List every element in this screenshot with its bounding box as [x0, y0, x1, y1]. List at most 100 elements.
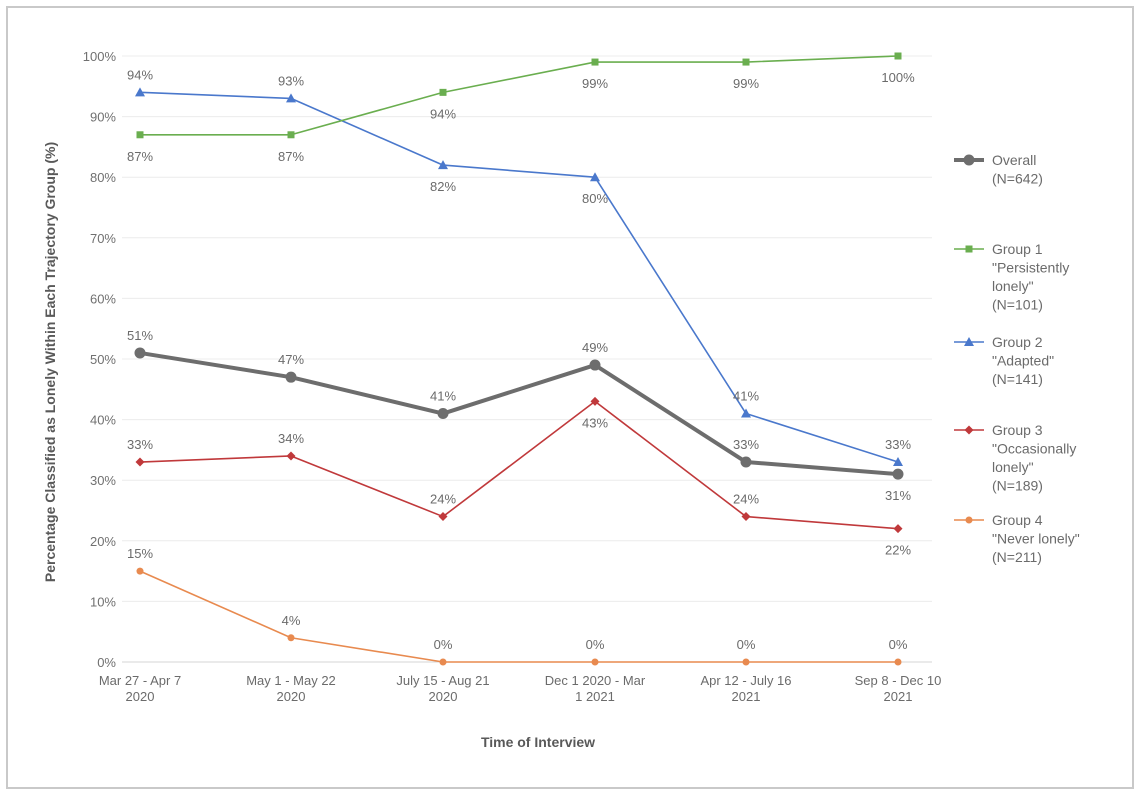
- legend-swatch-marker: [965, 516, 973, 524]
- data-label: 0%: [737, 637, 756, 652]
- data-label: 49%: [582, 340, 608, 355]
- data-label: 47%: [278, 352, 304, 367]
- data-point: [437, 408, 449, 420]
- data-point: [438, 160, 448, 170]
- legend-label: Group 4 "Never lonely" (N=211): [992, 512, 1080, 565]
- data-point: [286, 93, 296, 103]
- data-label: 51%: [127, 328, 153, 343]
- y-tick-label: 70%: [90, 231, 116, 246]
- data-label: 0%: [434, 637, 453, 652]
- data-point: [894, 52, 902, 60]
- legend-item: Group 2 "Adapted" (N=141): [954, 334, 1054, 387]
- x-tick-label: May 1 - May 22 2020: [246, 673, 336, 704]
- data-point: [286, 451, 296, 461]
- y-axis-ticks: 0% 10% 20% 30% 40% 50% 60% 70% 80% 90% 100%: [83, 49, 117, 670]
- series-line: [139, 570, 898, 663]
- legend-swatch-marker: [964, 337, 974, 346]
- x-tick-label: July 15 - Aug 21 2020: [396, 673, 489, 704]
- y-tick-label: 90%: [90, 110, 116, 125]
- data-point: [894, 658, 902, 666]
- data-label: 80%: [582, 191, 608, 206]
- data-point: [741, 408, 751, 418]
- data-point: [742, 58, 750, 66]
- data-point: [590, 172, 600, 182]
- data-point: [136, 131, 144, 139]
- data-point: [438, 512, 448, 522]
- y-tick-label: 60%: [90, 291, 116, 306]
- legend: Overall (N=642) Group 1 "Persistently lonely…: [954, 152, 1080, 565]
- x-tick-label: Apr 12 - July 16 2021: [700, 673, 791, 704]
- data-point: [287, 131, 295, 139]
- series-group-3: [135, 396, 903, 534]
- data-point: [741, 512, 751, 522]
- legend-label: Group 3 "Occasionally lonely" (N=189): [992, 422, 1076, 494]
- data-label: 43%: [582, 415, 608, 430]
- data-label: 94%: [430, 106, 456, 121]
- data-point: [439, 658, 447, 666]
- data-label: 4%: [282, 613, 301, 628]
- series-group-2: [135, 87, 903, 467]
- x-axis-title: Time of Interview: [481, 734, 595, 750]
- line-chart: 0% 10% 20% 30% 40% 50% 60% 70% 80% 90% 100% Mar 27…: [42, 49, 1080, 750]
- data-label: 0%: [889, 637, 908, 652]
- series-line: [139, 350, 899, 477]
- chart-frame: 0% 10% 20% 30% 40% 50% 60% 70% 80% 90% 100% Mar 27…: [6, 6, 1134, 789]
- series-line: [139, 91, 899, 463]
- y-tick-label: 10%: [90, 594, 116, 609]
- data-point: [134, 347, 146, 359]
- y-tick-label: 0%: [97, 655, 116, 670]
- data-label: 22%: [885, 543, 911, 558]
- data-label: 41%: [430, 389, 456, 404]
- data-label: 99%: [733, 76, 759, 91]
- data-point: [135, 457, 145, 467]
- series-line: [140, 55, 899, 136]
- series-group: [134, 52, 904, 666]
- data-point: [285, 371, 297, 383]
- data-label: 0%: [586, 637, 605, 652]
- data-label: 34%: [278, 431, 304, 446]
- data-point: [742, 658, 750, 666]
- gridlines: [122, 55, 932, 663]
- y-tick-label: 20%: [90, 534, 116, 549]
- data-label: 41%: [733, 389, 759, 404]
- data-label: 33%: [127, 437, 153, 452]
- data-label: 24%: [430, 492, 456, 507]
- y-tick-label: 50%: [90, 352, 116, 367]
- y-tick-label: 30%: [90, 473, 116, 488]
- y-tick-label: 40%: [90, 413, 116, 428]
- data-point: [590, 396, 600, 406]
- data-point: [740, 456, 752, 468]
- data-label: 100%: [881, 70, 915, 85]
- data-point: [287, 634, 295, 642]
- data-point: [591, 58, 599, 66]
- data-point: [591, 658, 599, 666]
- data-point: [893, 457, 903, 467]
- series-line: [139, 400, 899, 530]
- data-label: 33%: [733, 437, 759, 452]
- data-point: [893, 524, 903, 534]
- data-label: 87%: [127, 149, 153, 164]
- legend-swatch-marker: [964, 425, 974, 435]
- y-tick-label: 100%: [83, 49, 117, 64]
- data-label: 99%: [582, 76, 608, 91]
- data-label: 33%: [885, 437, 911, 452]
- data-point: [136, 567, 144, 575]
- x-tick-label: Mar 27 - Apr 7 2020: [99, 673, 181, 704]
- legend-item: Group 1 "Persistently lonely" (N=101): [954, 241, 1069, 313]
- data-point: [892, 468, 904, 480]
- data-label: 24%: [733, 492, 759, 507]
- data-point: [135, 87, 145, 97]
- y-axis-title: Percentage Classified as Lonely Within E…: [42, 142, 58, 582]
- legend-swatch-marker: [963, 154, 975, 166]
- series-group-1: [136, 52, 902, 139]
- y-tick-label: 80%: [90, 170, 116, 185]
- x-tick-label: Sep 8 - Dec 10 2021: [855, 673, 942, 704]
- legend-item: Group 4 "Never lonely" (N=211): [954, 512, 1080, 565]
- data-label: 31%: [885, 488, 911, 503]
- legend-item: Group 3 "Occasionally lonely" (N=189): [954, 422, 1076, 494]
- data-label: 87%: [278, 149, 304, 164]
- legend-swatch-marker: [965, 245, 973, 253]
- x-axis-ticks: Mar 27 - Apr 7 2020 May 1 - May 22 2020 July…: [99, 673, 942, 704]
- series-group-4: [136, 567, 902, 666]
- legend-label: Group 1 "Persistently lonely" (N=101): [992, 241, 1069, 313]
